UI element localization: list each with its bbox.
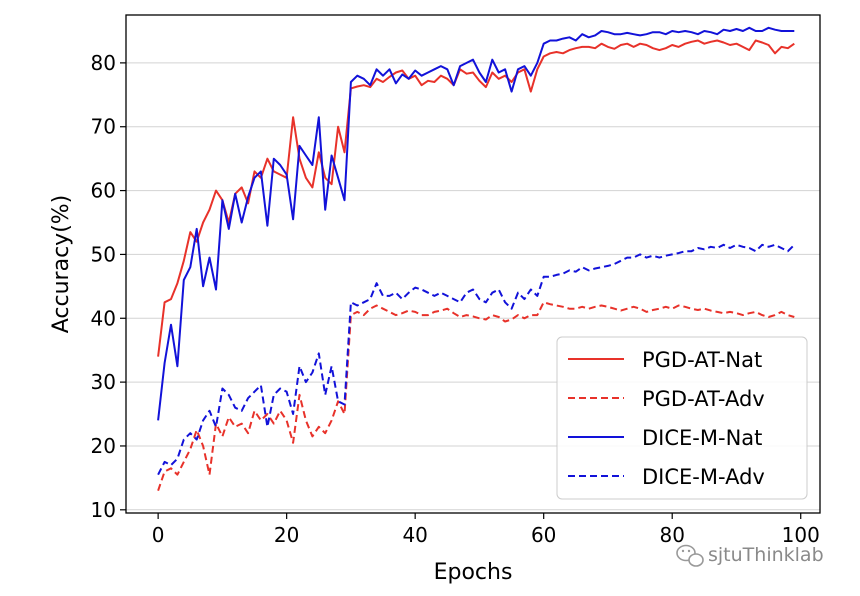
x-tick-label: 100 (782, 523, 820, 547)
y-tick-label: 40 (91, 306, 116, 330)
series-line-dice-m-nat (157, 26, 795, 421)
x-tick-label: 80 (659, 523, 684, 547)
x-tick-label: 0 (152, 523, 165, 547)
plot-frame (125, 14, 821, 514)
y-tick-label: 10 (91, 498, 116, 522)
watermark-text: sjtuThinklab (708, 544, 824, 566)
series-lines (157, 26, 796, 492)
y-axis-ticks: 10 20 30 40 50 60 70 80 (91, 51, 126, 522)
watermark: sjtuThinklab (676, 544, 824, 567)
y-gridlines (126, 62, 820, 511)
y-axis-title: Accuracy(%) (49, 195, 74, 334)
y-tick-label: 20 (91, 434, 116, 458)
x-axis-ticks: 0 20 40 60 80 100 (152, 513, 820, 547)
y-tick-label: 50 (91, 242, 116, 266)
legend-label: PGD-AT-Adv (642, 387, 765, 411)
series-line-pgd-at-adv (157, 301, 795, 492)
legend-label: DICE-M-Nat (642, 426, 762, 450)
wechat-icon (676, 544, 704, 567)
y-tick-label: 30 (91, 370, 116, 394)
x-tick-label: 60 (531, 523, 556, 547)
legend-label: PGD-AT-Nat (642, 348, 762, 372)
legend-label: DICE-M-Adv (642, 465, 765, 489)
x-axis-title: Epochs (434, 560, 513, 585)
y-tick-label: 80 (91, 51, 116, 75)
series-line-dice-m-adv (157, 243, 796, 476)
legend-box (556, 336, 808, 500)
x-tick-label: 40 (402, 523, 427, 547)
legend: PGD-AT-Nat PGD-AT-Adv DICE-M-Nat DICE-M-Adv (556, 336, 808, 500)
y-tick-label: 70 (91, 115, 116, 139)
x-tick-label: 20 (274, 523, 299, 547)
series-line-pgd-at-nat (157, 39, 795, 357)
y-tick-label: 60 (91, 179, 116, 203)
